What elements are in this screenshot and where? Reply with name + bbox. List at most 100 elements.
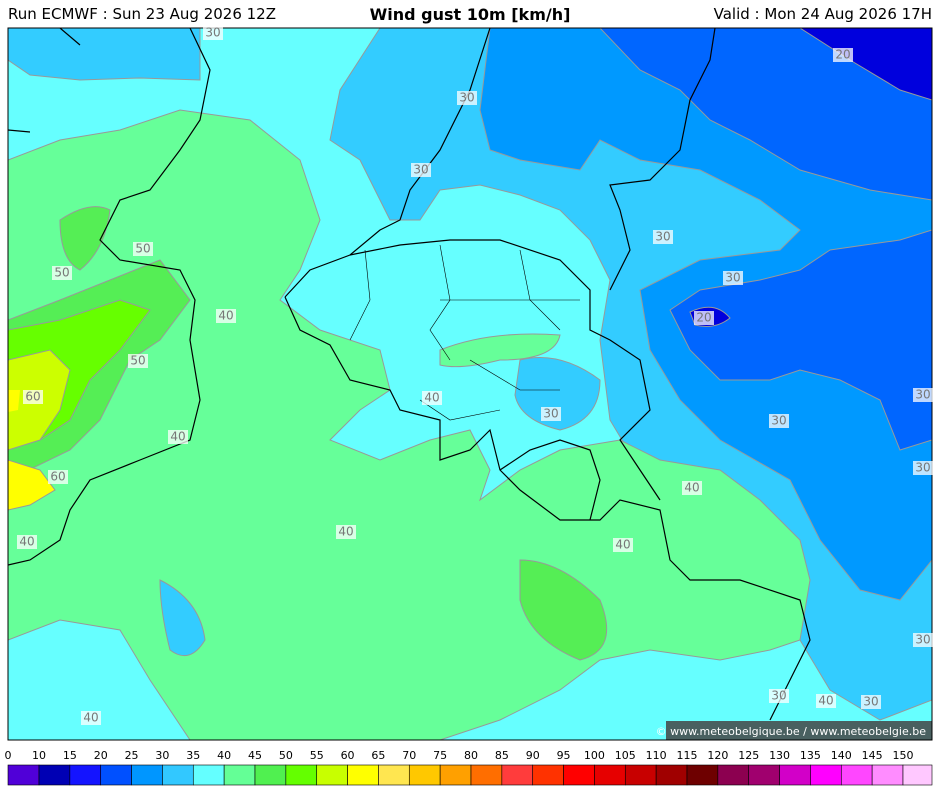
contour-label: 30 <box>459 91 474 105</box>
legend-swatch <box>316 764 348 786</box>
legend-swatch <box>779 764 811 786</box>
contour-label: 50 <box>130 354 145 368</box>
contour-label-bg <box>861 695 881 709</box>
contour-label: 30 <box>915 633 930 647</box>
contour-label-bg <box>216 309 236 323</box>
legend-swatch <box>408 764 441 786</box>
contour-label-bg <box>723 271 743 285</box>
legend-swatch <box>347 764 379 786</box>
contour-label: 50 <box>54 266 69 280</box>
legend-tick-label: 25 <box>125 749 139 762</box>
legend-tick-label: 30 <box>155 749 169 762</box>
legend-swatch <box>810 764 842 786</box>
contour-label-bg <box>913 461 933 475</box>
legend-tick-label: 150 <box>893 749 914 762</box>
legend-swatch <box>748 764 780 786</box>
legend-swatch <box>69 764 102 786</box>
legend-swatch <box>439 764 472 786</box>
legend-swatch <box>285 764 318 786</box>
contour-label: 30 <box>771 414 786 428</box>
contour-label: 40 <box>19 535 34 549</box>
contour-label: 60 <box>50 470 65 484</box>
legend-swatch <box>470 764 503 786</box>
legend-swatch <box>162 764 194 786</box>
field <box>8 28 932 740</box>
contour-label: 60 <box>25 390 40 404</box>
contour-label-bg <box>52 266 72 280</box>
legend-tick-label: 120 <box>707 749 728 762</box>
contour-label: 30 <box>655 230 670 244</box>
contour-label: 40 <box>684 481 699 495</box>
run-info: Run ECMWF : Sun 23 Aug 2026 12Z <box>8 5 276 23</box>
legend-swatch <box>254 764 287 786</box>
legend-swatch <box>38 764 71 786</box>
contour-label-bg <box>203 26 223 40</box>
contour-label: 30 <box>725 271 740 285</box>
contour-label: 30 <box>863 695 878 709</box>
legend-tick-label: 90 <box>526 749 540 762</box>
map-title: Wind gust 10m [km/h] <box>369 5 571 24</box>
contour-label-bg <box>694 311 714 325</box>
contour-label-bg <box>769 414 789 428</box>
contour-label-bg <box>653 230 673 244</box>
contour-label: 40 <box>818 694 833 708</box>
legend-tick-label: 70 <box>402 749 416 762</box>
contour-label-bg <box>613 538 633 552</box>
legend-tick-label: 0 <box>5 749 12 762</box>
contour-label-bg <box>913 388 933 402</box>
legend-tick-label: 125 <box>738 749 759 762</box>
legend-tick-label: 110 <box>646 749 667 762</box>
legend-swatch <box>223 764 256 786</box>
legend-swatch <box>686 764 719 786</box>
legend-tick-label: 65 <box>371 749 385 762</box>
legend-tick-label: 60 <box>341 749 355 762</box>
legend-tick-label: 135 <box>800 749 821 762</box>
contour-label-bg <box>411 163 431 177</box>
contour-label: 30 <box>915 461 930 475</box>
contour-label: 50 <box>135 242 150 256</box>
contour-label: 30 <box>915 388 930 402</box>
contour-label: 30 <box>413 163 428 177</box>
contour-label-bg <box>128 354 148 368</box>
contour-label: 30 <box>771 689 786 703</box>
contour-label: 40 <box>83 711 98 725</box>
contour-label: 30 <box>543 407 558 421</box>
contour-label-bg <box>682 481 702 495</box>
legend-swatch <box>192 764 225 786</box>
legend-tick-label: 130 <box>769 749 790 762</box>
legend-tick-label: 75 <box>433 749 447 762</box>
contour-label-bg <box>422 391 442 405</box>
contour-label-bg <box>913 633 933 647</box>
legend-tick-label: 145 <box>862 749 883 762</box>
legend-tick-label: 140 <box>831 749 852 762</box>
legend-swatch <box>871 764 904 786</box>
legend-tick-label: 35 <box>186 749 200 762</box>
legend-swatch <box>131 764 163 786</box>
legend-tick-label: 55 <box>310 749 324 762</box>
contour-label-bg <box>168 430 188 444</box>
legend-swatch <box>501 764 534 786</box>
legend-tick-label: 10 <box>32 749 46 762</box>
valid-info: Valid : Mon 24 Aug 2026 17H <box>713 5 932 23</box>
legend-tick-label: 115 <box>677 749 698 762</box>
contour-label: 40 <box>615 538 630 552</box>
legend-tick-label: 95 <box>557 749 571 762</box>
contour-label-bg <box>769 689 789 703</box>
contour-label-bg <box>816 694 836 708</box>
contour-label: 20 <box>696 311 711 325</box>
legend-swatch <box>840 764 873 786</box>
legend-swatch <box>532 764 564 786</box>
legend-tick-label: 50 <box>279 749 293 762</box>
contour-label: 20 <box>835 48 850 62</box>
legend-swatch <box>563 764 595 786</box>
legend-tick-label: 15 <box>63 749 77 762</box>
legend-swatch <box>624 764 657 786</box>
legend-swatch <box>717 764 750 786</box>
legend-swatch <box>7 764 40 786</box>
credit: © www.meteobelgique.be / www.meteobelgie… <box>656 725 927 738</box>
legend-tick-label: 45 <box>248 749 262 762</box>
contour-label: 30 <box>205 26 220 40</box>
legend-swatch <box>902 764 933 786</box>
contour-label: 40 <box>170 430 185 444</box>
